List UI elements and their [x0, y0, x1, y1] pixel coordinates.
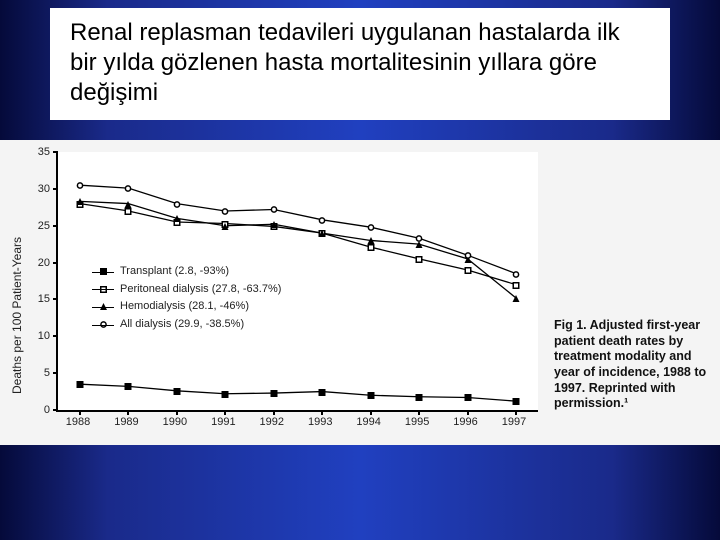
- x-tick: 1997: [502, 416, 526, 428]
- data-point: [513, 392, 520, 410]
- x-tick: 1989: [114, 416, 138, 428]
- data-point: [222, 385, 229, 403]
- y-tick: 15: [26, 293, 50, 305]
- x-tick-labels: 1988 1989 1990 1991 1992 1993 1994 1995 1996 1997: [56, 416, 536, 434]
- data-point: [416, 388, 423, 406]
- y-tick: 25: [26, 220, 50, 232]
- legend: Transplant (2.8, -93%)Peritoneal dialysi…: [86, 261, 287, 335]
- data-point: [77, 192, 84, 210]
- x-tick: 1991: [211, 416, 235, 428]
- data-point: [77, 375, 84, 393]
- data-point: [77, 176, 84, 194]
- chart-container: Deaths per 100 Patient-Years 0 5 10 15 20 25 3…: [0, 140, 720, 445]
- x-tick: 1988: [66, 416, 90, 428]
- x-tick: 1995: [405, 416, 429, 428]
- y-tick: 0: [26, 404, 50, 416]
- data-point: [464, 246, 471, 264]
- plot-area: Transplant (2.8, -93%)Peritoneal dialysi…: [56, 152, 538, 412]
- y-tick: 35: [26, 146, 50, 158]
- x-tick: 1996: [453, 416, 477, 428]
- data-point: [319, 383, 326, 401]
- data-point: [270, 384, 277, 402]
- data-point: [416, 229, 423, 247]
- y-tick: 10: [26, 330, 50, 342]
- data-point: [125, 195, 132, 213]
- y-tick: 5: [26, 367, 50, 379]
- data-point: [125, 179, 132, 197]
- figure-caption: Fig 1. Adjusted first-year patient death…: [554, 318, 714, 412]
- data-point: [367, 386, 374, 404]
- x-tick: 1990: [163, 416, 187, 428]
- y-tick-labels: 05101520253035: [26, 152, 50, 410]
- data-point: [173, 195, 180, 213]
- y-axis-label: Deaths per 100 Patient-Years: [10, 237, 24, 394]
- data-point: [513, 265, 520, 283]
- legend-item: Peritoneal dialysis (27.8, -63.7%): [92, 281, 281, 299]
- x-tick: 1993: [308, 416, 332, 428]
- x-tick: 1994: [356, 416, 380, 428]
- data-point: [319, 211, 326, 229]
- page-title: Renal replasman tedavileri uygulanan has…: [70, 18, 650, 108]
- y-tick: 30: [26, 183, 50, 195]
- data-point: [125, 377, 132, 395]
- data-point: [464, 388, 471, 406]
- y-tick: 20: [26, 257, 50, 269]
- data-point: [270, 200, 277, 218]
- legend-item: All dialysis (29.9, -38.5%): [92, 316, 281, 334]
- data-point: [367, 218, 374, 236]
- data-point: [513, 289, 520, 307]
- legend-item: Transplant (2.8, -93%): [92, 263, 281, 281]
- x-tick: 1992: [260, 416, 284, 428]
- data-point: [222, 202, 229, 220]
- legend-item: Hemodialysis (28.1, -46%): [92, 298, 281, 316]
- title-card: Renal replasman tedavileri uygulanan has…: [50, 8, 670, 120]
- data-point: [173, 382, 180, 400]
